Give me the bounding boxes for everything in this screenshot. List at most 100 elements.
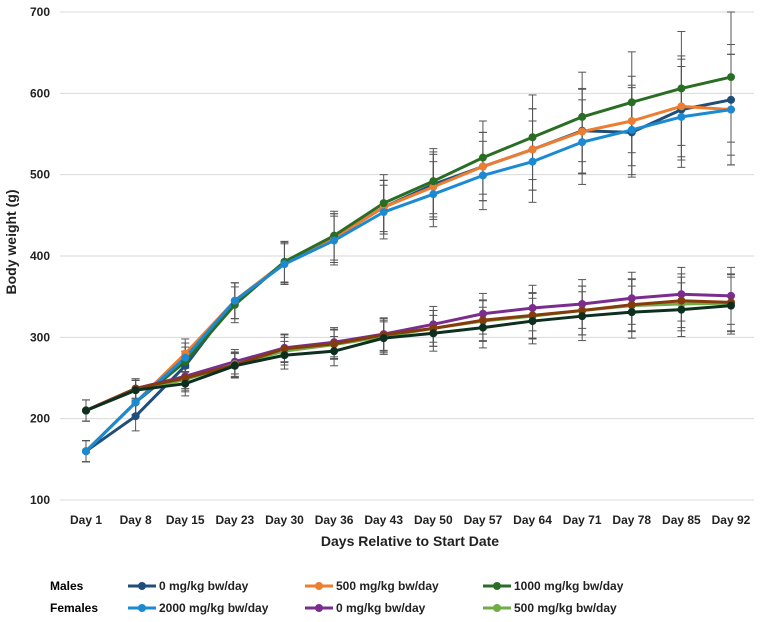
- males-0-mg-kg-bw-day-point: [131, 412, 140, 421]
- y-tick-label: 400: [30, 249, 50, 263]
- legend-entry-label: 0 mg/kg bw/day: [336, 601, 426, 615]
- males-500-mg-kg-bw-day-point: [677, 102, 686, 111]
- extra-brown-series-point: [330, 339, 339, 348]
- legend-swatch-marker: [138, 604, 146, 612]
- x-tick-label: Day 92: [712, 513, 751, 527]
- x-tick-label: Day 50: [414, 513, 453, 527]
- legend-entry-label: 2000 mg/kg bw/day: [159, 601, 269, 615]
- y-tick-label: 700: [30, 5, 50, 19]
- females-0-mg-kg-bw-day-point: [478, 309, 487, 318]
- y-tick-label: 100: [30, 493, 50, 507]
- extra-dark-series-point: [429, 329, 438, 338]
- males-500-mg-kg-bw-day-line: [84, 104, 732, 453]
- females-2000-mg-kg-bw-day-point: [330, 236, 339, 245]
- extra-dark-series-point: [230, 361, 239, 370]
- legend-swatch-marker: [315, 582, 323, 590]
- females-0-mg-kg-bw-day-point: [677, 290, 686, 299]
- females-2000-mg-kg-bw-day-point: [230, 296, 239, 305]
- extra-dark-series-point: [528, 317, 537, 326]
- y-axis-ticks: 100 200 300 400 500 600 700: [30, 5, 50, 507]
- series-lines: [84, 75, 732, 453]
- x-tick-label: Day 85: [662, 513, 701, 527]
- females-2000-mg-kg-bw-day-point: [280, 260, 289, 269]
- legend: Males 0 mg/kg bw/day 500 mg/kg bw/day 1000 …: [50, 579, 624, 615]
- females-2000-mg-kg-bw-day-point: [131, 398, 140, 407]
- females-2000-mg-kg-bw-day-point: [379, 208, 388, 217]
- extra-brown-series-point: [478, 316, 487, 325]
- x-tick-label: Day 15: [166, 513, 205, 527]
- x-axis-title: Days Relative to Start Date: [321, 533, 499, 549]
- extra-brown-series-point: [528, 311, 537, 320]
- males-1000-mg-kg-bw-day-point: [429, 177, 438, 186]
- gridlines: [60, 11, 754, 501]
- y-tick-label: 600: [30, 86, 50, 100]
- females-0-mg-kg-bw-day-point: [627, 294, 636, 303]
- x-tick-label: Day 8: [120, 513, 152, 527]
- x-tick-label: Day 23: [215, 513, 254, 527]
- extra-dark-series-point: [280, 351, 289, 360]
- x-tick-label: Day 43: [364, 513, 403, 527]
- males-1000-mg-kg-bw-day-point: [379, 199, 388, 208]
- females-2000-mg-kg-bw-day-point: [727, 105, 735, 114]
- legend-entry-label: 500 mg/kg bw/day: [336, 579, 439, 593]
- males-500-mg-kg-bw-day-point: [578, 127, 587, 136]
- legend-group-label: Males: [50, 579, 84, 593]
- females-2000-mg-kg-bw-day-line: [84, 108, 732, 453]
- legend-swatch-marker: [138, 582, 146, 590]
- extra-brown-series-point: [627, 300, 636, 309]
- y-tick-label: 500: [30, 168, 50, 182]
- females-2000-mg-kg-bw-day-point: [528, 157, 537, 166]
- legend-swatch-marker: [493, 582, 501, 590]
- x-tick-label: Day 78: [612, 513, 651, 527]
- males-500-mg-kg-bw-day-point: [429, 182, 438, 191]
- females-2000-mg-kg-bw-day-point: [677, 112, 686, 121]
- males-0-mg-kg-bw-day-point: [727, 95, 735, 104]
- extra-dark-series-line: [85, 304, 732, 412]
- males-500-mg-kg-bw-day-point: [478, 162, 487, 171]
- legend-swatch-marker: [315, 604, 323, 612]
- extra-dark-series-point: [578, 312, 587, 321]
- extra-dark-series-point: [379, 334, 388, 343]
- males-1000-mg-kg-bw-day-point: [478, 153, 487, 162]
- extra-dark-series-point: [478, 323, 487, 332]
- extra-brown-series-point: [280, 344, 289, 353]
- x-tick-label: Day 36: [315, 513, 354, 527]
- data-points: [82, 73, 735, 456]
- extra-brown-series-point: [578, 306, 587, 315]
- females-2000-mg-kg-bw-day-point: [627, 125, 636, 134]
- extra-dark-series-point: [82, 406, 90, 415]
- females-2000-mg-kg-bw-day-point: [429, 190, 438, 199]
- legend-swatch-marker: [493, 604, 501, 612]
- extra-brown-series-point: [677, 296, 686, 305]
- extra-dark-series-point: [330, 347, 339, 356]
- legend-entry-label: 0 mg/kg bw/day: [159, 579, 249, 593]
- y-tick-label: 300: [30, 330, 50, 344]
- y-axis-title: Body weight (g): [3, 190, 19, 295]
- females-2000-mg-kg-bw-day-point: [478, 171, 487, 180]
- females-0-mg-kg-bw-day-point: [578, 299, 587, 308]
- legend-entry-label: 500 mg/kg bw/day: [514, 601, 617, 615]
- x-tick-label: Day 57: [464, 513, 503, 527]
- y-tick-label: 200: [30, 412, 50, 426]
- extra-dark-series-point: [181, 379, 190, 388]
- extra-brown-series-line: [85, 299, 732, 412]
- x-tick-label: Day 71: [563, 513, 602, 527]
- females-0-mg-kg-bw-day-line: [85, 292, 732, 412]
- males-500-mg-kg-bw-day-point: [627, 116, 636, 125]
- x-tick-label: Day 64: [513, 513, 552, 527]
- error-bars: [82, 11, 735, 463]
- x-tick-label: Day 1: [70, 513, 102, 527]
- extra-dark-series-point: [677, 305, 686, 314]
- x-tick-label: Day 30: [265, 513, 304, 527]
- females-0-mg-kg-bw-day-point: [528, 304, 537, 313]
- males-500-mg-kg-bw-day-point: [528, 145, 537, 154]
- legend-group-label: Females: [50, 601, 98, 615]
- legend-entry-label: 1000 mg/kg bw/day: [514, 579, 624, 593]
- males-1000-mg-kg-bw-day-point: [627, 98, 636, 107]
- males-1000-mg-kg-bw-day-point: [528, 133, 537, 142]
- females-2000-mg-kg-bw-day-point: [181, 353, 190, 362]
- males-1000-mg-kg-bw-day-point: [727, 73, 735, 82]
- extra-brown-series-point: [181, 374, 190, 382]
